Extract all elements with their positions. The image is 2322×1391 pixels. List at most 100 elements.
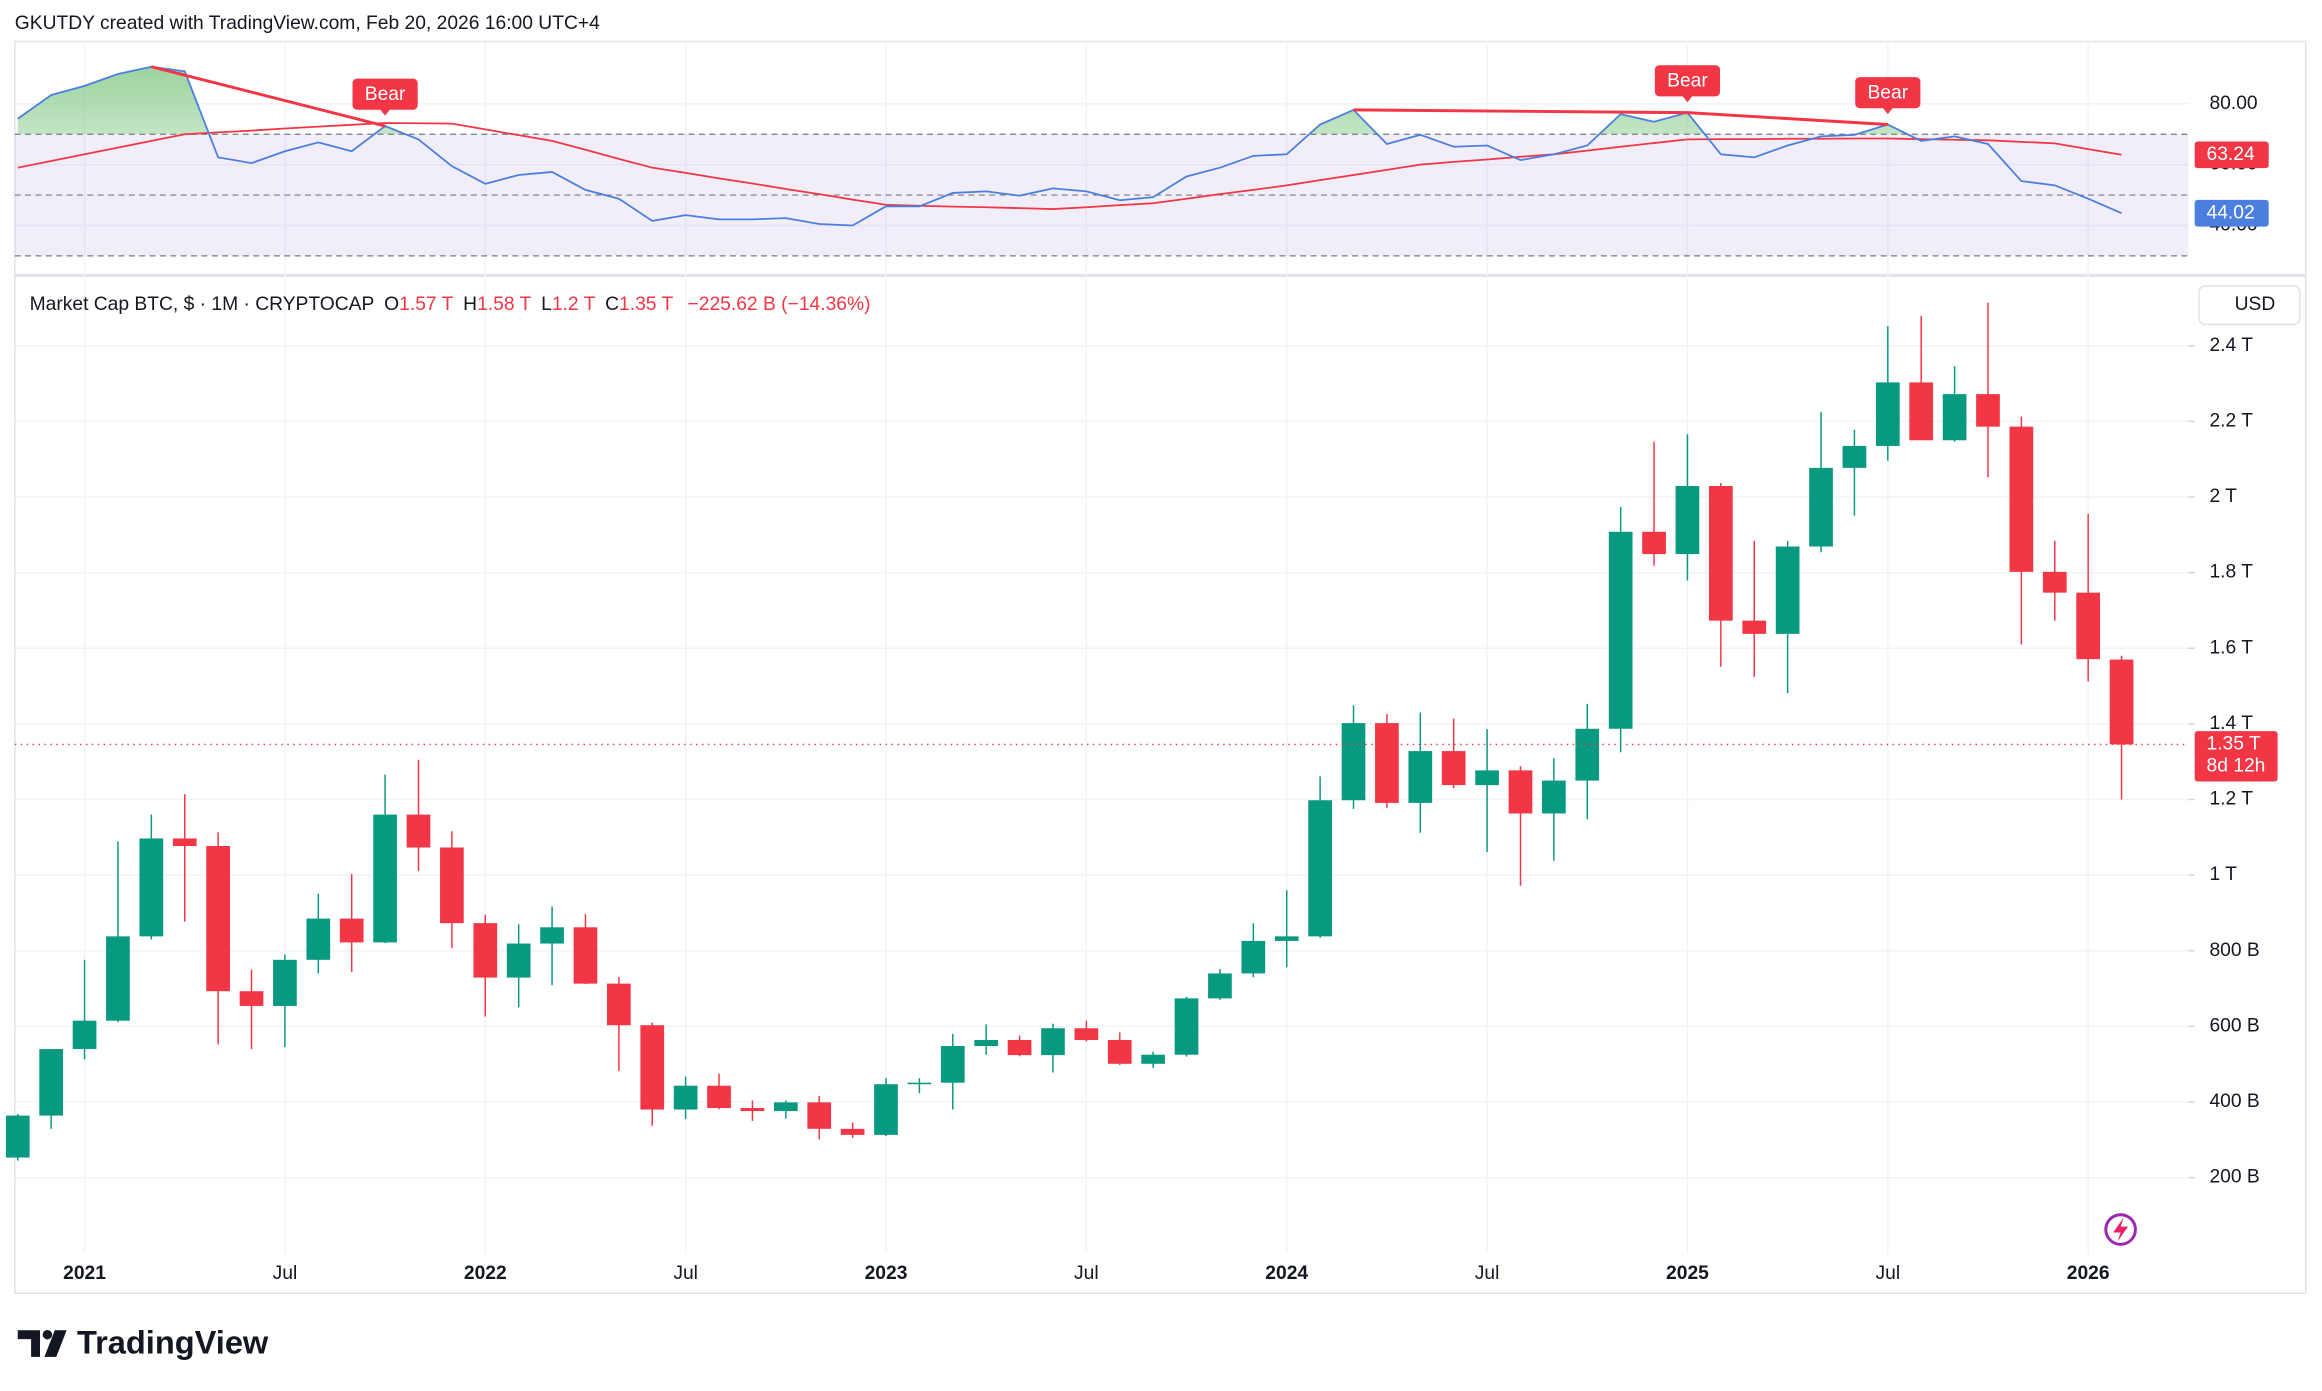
candle-body	[1241, 940, 1266, 974]
candle-body	[206, 845, 230, 992]
x-tick-label: Jul	[673, 1263, 698, 1284]
rsi-value-label: 44.02	[2206, 202, 2254, 223]
candle-body	[373, 814, 397, 943]
currency-button[interactable]	[2198, 285, 2301, 326]
candle-body	[106, 936, 130, 1021]
candle-body	[2076, 592, 2101, 660]
candle-body	[139, 838, 164, 937]
y-tick-label: 1.8 T	[2209, 562, 2253, 583]
logo-mark	[42, 1329, 53, 1340]
candle-body	[1208, 973, 1232, 999]
ohlc-value: 1.57 T	[399, 294, 453, 315]
rsi-value-label: 63.24	[2206, 144, 2254, 165]
candle-body	[1308, 800, 1332, 937]
rsi-line	[17, 65, 2122, 227]
rsi-value-badge	[2194, 141, 2269, 169]
chart-frame	[14, 40, 2307, 1294]
icon-ring	[2104, 1213, 2137, 1246]
y-tick-label: 2.2 T	[2209, 410, 2253, 431]
candle-body	[1575, 728, 1600, 781]
y-tick-label: 200 B	[2209, 1167, 2259, 1188]
rsi-ma-line	[17, 122, 2122, 210]
candle-body	[1542, 780, 1566, 814]
logo-mark	[17, 1330, 40, 1357]
y-tick-label: 1 T	[2209, 864, 2237, 885]
y-tick-label: 800 B	[2209, 940, 2259, 961]
candle-body	[1408, 751, 1433, 803]
brand-logo: TradingView	[17, 1325, 269, 1361]
rsi-value-badge	[2194, 199, 2269, 227]
price-pane	[5, 302, 2189, 1161]
x-tick-label: 2024	[1265, 1263, 1308, 1284]
y-tick-label: 1.4 T	[2209, 713, 2253, 734]
divergence-label: Bear	[1867, 82, 1908, 103]
candle-body	[1041, 1028, 1065, 1056]
candle-body	[673, 1085, 698, 1110]
currency-label[interactable]: USD	[2235, 294, 2276, 315]
candle-body	[1174, 998, 1199, 1055]
x-tick-label: 2023	[865, 1263, 908, 1284]
x-tick-label: 2025	[1666, 1263, 1709, 1284]
candle-body	[1909, 382, 1934, 441]
ohlc-value: 1.35 T	[619, 294, 673, 315]
countdown-label: 8d 12h	[2206, 756, 2265, 777]
candle-body	[1809, 467, 1833, 547]
symbol-title: Market Cap BTC, $ · 1M · CRYPTOCAP	[30, 294, 375, 315]
candle-body	[1441, 751, 1466, 786]
candle-body	[1875, 382, 1900, 446]
candle-body	[172, 838, 197, 846]
y-tick-label: 2 T	[2209, 486, 2237, 507]
last-price-label: 1.35 T	[2206, 734, 2260, 755]
candle-body	[840, 1128, 865, 1135]
rsi-tick-label: 80.00	[2209, 93, 2257, 114]
y-tick-label: 400 B	[2209, 1091, 2259, 1112]
candle-body	[540, 927, 564, 944]
divergence-pointer	[379, 108, 392, 116]
candle-body	[1475, 770, 1499, 786]
candle-body	[39, 1049, 64, 1116]
candle-body	[306, 918, 331, 960]
candle-body	[2109, 659, 2134, 745]
candle-body	[1842, 445, 1867, 468]
candle-body	[239, 991, 264, 1006]
change: −225.62 B (−14.36%)	[688, 294, 871, 315]
candle-body	[72, 1020, 97, 1050]
y-tick-label: 1.6 T	[2209, 637, 2253, 658]
divergence-label: Bear	[1667, 71, 1708, 92]
candle-body	[1742, 620, 1767, 634]
brand: TradingView	[77, 1325, 269, 1361]
candle-body	[1341, 723, 1366, 801]
candle-body	[1107, 1039, 1132, 1064]
ohlc-value: 1.58 T	[477, 294, 531, 315]
candle-body	[440, 847, 464, 924]
lightning-icon[interactable]	[2104, 1213, 2137, 1246]
candle-body	[740, 1108, 765, 1112]
candle-body	[1074, 1028, 1099, 1040]
candle-body	[974, 1039, 999, 1047]
icon-bolt	[2113, 1217, 2129, 1242]
candle-body	[2042, 571, 2067, 593]
candle-body	[273, 959, 297, 1006]
candle-body	[506, 943, 531, 978]
divergence-label: Bear	[365, 84, 406, 105]
ohlc-key: L	[541, 294, 552, 315]
y-tick-label: 1.2 T	[2209, 789, 2253, 810]
candle-body	[1508, 770, 1533, 814]
candle-body	[1642, 531, 1666, 555]
candle-body	[874, 1084, 898, 1135]
y-tick-label: 600 B	[2209, 1015, 2259, 1036]
ohlc-value: 1.2 T	[552, 294, 596, 315]
x-tick-label: Jul	[1475, 1263, 1500, 1284]
candle-body	[573, 927, 598, 984]
candle-body	[1141, 1054, 1165, 1064]
axes: 2021 Jul 2022 Jul 2023 Jul 2024 Jul 2025 Jul 2026 2…	[63, 93, 2278, 1284]
candle-body	[1608, 531, 1633, 729]
x-tick-label: 2026	[2067, 1263, 2110, 1284]
candle-body	[339, 918, 364, 943]
divergence-line	[1687, 111, 1888, 126]
candle-body	[1007, 1039, 1032, 1056]
candle-body	[1775, 546, 1800, 634]
candle-body	[1675, 486, 1700, 555]
candle-body	[1976, 394, 2000, 427]
